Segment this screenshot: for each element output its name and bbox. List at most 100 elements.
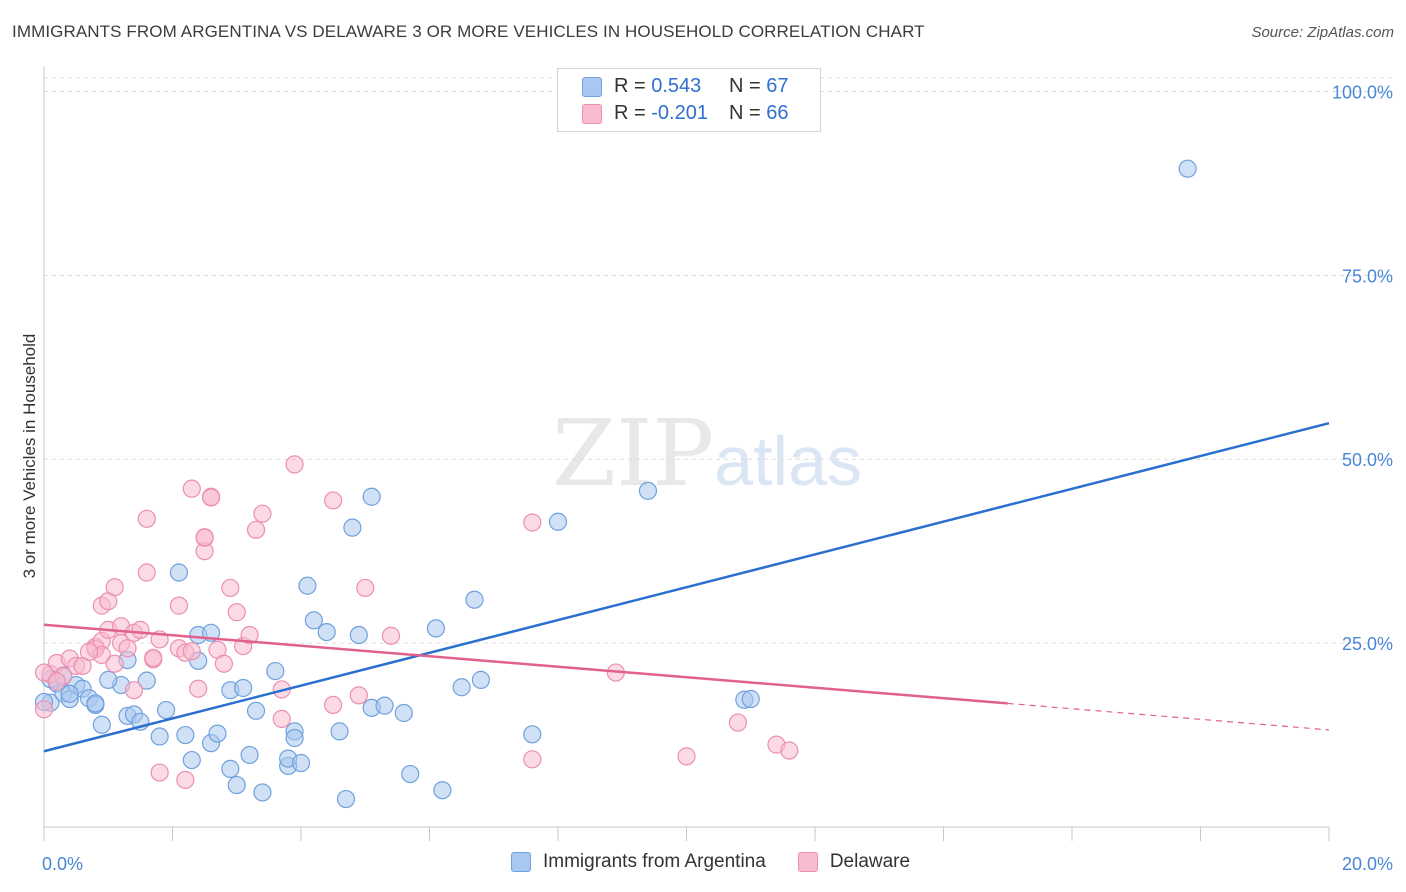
argentina-point (349, 625, 368, 645)
argentina-point (336, 789, 356, 809)
delaware-point (677, 747, 696, 766)
argentina-point (150, 727, 169, 746)
delaware-point (728, 713, 748, 732)
argentina-point (86, 694, 105, 713)
argentina-point (471, 670, 490, 689)
argentina-point (182, 750, 201, 770)
series-label-delaware: Delaware (829, 851, 911, 872)
delaware-point (201, 488, 221, 507)
legend-r-value: 0.543 (651, 75, 702, 97)
argentina-point (92, 715, 111, 734)
correlation-legend: R = 0.543 N = 67 R = -0.201 N = 66 (557, 68, 821, 132)
x-tick-label: 20.0% (1342, 854, 1393, 874)
argentina-point (266, 661, 285, 681)
legend-r-value: -0.201 (651, 102, 708, 124)
chart-title: IMMIGRANTS FROM ARGENTINA VS DELAWARE 3 … (12, 22, 925, 41)
delaware-point (169, 596, 189, 615)
x-tick-label: 0.0% (42, 854, 83, 874)
source-label: Source: ZipAtlas.com (1251, 24, 1394, 41)
delaware-point (246, 520, 266, 539)
delaware-point (176, 770, 195, 790)
delaware-point (118, 639, 137, 658)
delaware-point (356, 578, 375, 598)
y-tick-label: 100.0% (1332, 82, 1393, 102)
argentina-point (362, 487, 381, 506)
delaware-point (79, 642, 99, 662)
argentina-point (176, 725, 195, 745)
argentina-point (156, 700, 176, 720)
series-legend-delaware: Delaware (797, 851, 911, 873)
series-swatch-delaware (797, 852, 818, 872)
argentina-point (317, 622, 336, 642)
argentina-trend-line (43, 421, 1330, 753)
argentina-point (343, 518, 362, 537)
legend-n-label: N = (729, 102, 767, 124)
argentina-point (375, 696, 394, 715)
delaware-point (240, 625, 259, 645)
series-legend-argentina: Immigrants from Argentina (511, 851, 766, 873)
y-tick-label: 25.0% (1342, 634, 1393, 654)
delaware-point (324, 695, 343, 715)
argentina-point (208, 724, 227, 743)
delaware-point (150, 763, 169, 782)
delaware-point (221, 578, 240, 598)
argentina-point (548, 512, 568, 531)
delaware-trend-extension (1007, 702, 1330, 731)
legend-swatch-delaware (582, 103, 602, 124)
argentina-point (221, 759, 240, 778)
delaware-point (182, 479, 201, 498)
argentina-point (433, 781, 452, 800)
delaware-point (381, 626, 401, 645)
argentina-point (253, 783, 272, 802)
series-label-argentina: Immigrants from Argentina (543, 851, 766, 872)
argentina-point (426, 619, 446, 638)
delaware-point (182, 642, 201, 661)
delaware-point (189, 679, 208, 698)
argentina-point (137, 671, 156, 690)
delaware-point (272, 709, 291, 728)
legend-r-label: R = (614, 75, 652, 97)
argentina-point (291, 753, 311, 773)
legend-row-delaware: R = -0.201 N = 66 (582, 102, 789, 125)
delaware-point (523, 750, 542, 769)
y-axis-label: 3 or more Vehicles in Household (20, 333, 39, 579)
argentina-point (285, 728, 304, 748)
legend-n-value: 66 (766, 102, 789, 124)
delaware-point (349, 686, 368, 705)
legend-row-argentina: R = 0.543 N = 67 (582, 75, 789, 98)
argentina-point (452, 678, 471, 697)
argentina-point (401, 764, 420, 784)
delaware-point (324, 491, 343, 510)
argentina-point (240, 745, 259, 765)
argentina-point (234, 678, 253, 698)
legend-n-value: 67 (766, 75, 789, 97)
argentina-point (741, 689, 760, 709)
delaware-point (285, 455, 304, 474)
argentina-point (169, 563, 189, 582)
delaware-point (105, 578, 124, 597)
watermark-zip: ZIP (552, 400, 715, 507)
argentina-point (638, 481, 658, 500)
delaware-point (227, 603, 246, 622)
delaware-point (144, 648, 163, 667)
delaware-point (34, 700, 54, 719)
delaware-point (523, 513, 542, 532)
delaware-point (253, 504, 272, 523)
series-legend: Immigrants from Argentina Delaware (511, 851, 942, 873)
delaware-point (195, 528, 214, 547)
delaware-point (131, 620, 150, 639)
argentina-point (304, 611, 323, 630)
legend-r-label: R = (614, 102, 652, 124)
argentina-point (246, 701, 266, 720)
delaware-point (214, 654, 233, 673)
delaware-point (137, 563, 156, 582)
argentina-point (1178, 159, 1197, 178)
argentina-point (60, 684, 79, 703)
y-tick-label: 75.0% (1342, 266, 1393, 286)
delaware-point (780, 741, 799, 760)
delaware-point (105, 654, 124, 673)
series-swatch-argentina (511, 852, 531, 872)
argentina-point (298, 576, 317, 595)
argentina-point (330, 722, 349, 741)
argentina-point (523, 725, 542, 744)
